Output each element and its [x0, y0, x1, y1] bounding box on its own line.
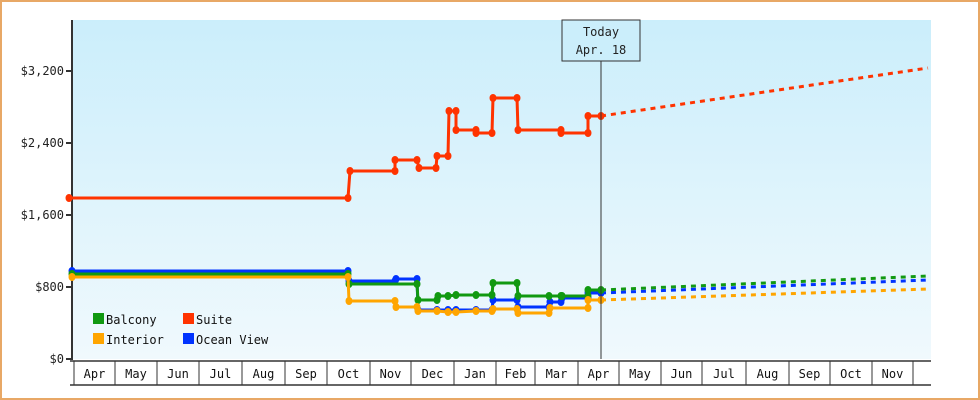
data-point[interactable] — [489, 279, 497, 287]
data-point[interactable] — [391, 156, 399, 164]
data-point[interactable] — [545, 292, 553, 300]
data-point[interactable] — [414, 296, 422, 304]
data-point[interactable] — [391, 167, 399, 175]
x-month-label: Nov — [882, 367, 904, 381]
y-tick-label: $1,600 — [21, 208, 64, 222]
data-point[interactable] — [558, 292, 566, 300]
y-tick-label: $800 — [35, 280, 64, 294]
x-month-label: Oct — [338, 367, 360, 381]
data-point[interactable] — [452, 308, 460, 316]
plot-area — [72, 20, 931, 359]
legend-swatch-icon — [183, 333, 194, 344]
data-point[interactable] — [584, 129, 592, 137]
data-point[interactable] — [489, 305, 497, 313]
legend-swatch-icon — [93, 333, 104, 344]
data-point[interactable] — [433, 152, 441, 160]
data-point[interactable] — [414, 307, 422, 315]
data-point[interactable] — [344, 273, 352, 281]
data-point[interactable] — [584, 286, 592, 294]
data-point[interactable] — [452, 291, 460, 299]
x-month-label: Mar — [546, 367, 568, 381]
data-point[interactable] — [514, 126, 522, 134]
x-month-label: Sep — [799, 367, 821, 381]
x-month-label: Oct — [840, 367, 862, 381]
data-point[interactable] — [445, 107, 453, 115]
legend-label[interactable]: Ocean View — [196, 333, 269, 347]
data-point[interactable] — [584, 296, 592, 304]
x-month-label: Apr — [588, 367, 610, 381]
y-axis: $0 $800 $1,600 $2,400 $3,200 — [21, 20, 73, 366]
data-point[interactable] — [345, 297, 353, 305]
data-point[interactable] — [444, 152, 452, 160]
data-point[interactable] — [392, 303, 400, 311]
data-point[interactable] — [488, 291, 496, 299]
data-point[interactable] — [489, 94, 497, 102]
data-point[interactable] — [415, 164, 423, 172]
data-point[interactable] — [514, 309, 522, 317]
data-point[interactable] — [444, 308, 452, 316]
x-month-label: Aug — [253, 367, 275, 381]
x-month-label: Jul — [210, 367, 232, 381]
today-marker: Today Apr. 18 — [561, 19, 641, 359]
data-point[interactable] — [513, 279, 521, 287]
data-point[interactable] — [432, 164, 440, 172]
data-point[interactable] — [68, 273, 76, 281]
x-month-label: Nov — [380, 367, 402, 381]
data-point[interactable] — [433, 307, 441, 315]
data-point[interactable] — [452, 126, 460, 134]
y-tick-label: $3,200 — [21, 64, 64, 78]
x-month-label: May — [125, 367, 147, 381]
projection-line-interior — [600, 287, 929, 302]
projection-line-ocean-view — [600, 278, 929, 295]
data-point[interactable] — [344, 194, 352, 202]
data-point[interactable] — [346, 167, 354, 175]
legend-swatch-icon — [93, 313, 104, 324]
data-point[interactable] — [392, 275, 400, 283]
legend: Balcony Suite Interior Ocean View — [93, 313, 269, 347]
x-month-label: Sep — [295, 367, 317, 381]
data-point[interactable] — [413, 280, 421, 288]
x-month-label: Dec — [422, 367, 444, 381]
today-label: Today — [583, 25, 619, 39]
x-month-label: Aug — [757, 367, 779, 381]
data-point[interactable] — [434, 292, 442, 300]
today-date: Apr. 18 — [576, 43, 627, 57]
x-month-label: Jan — [464, 367, 486, 381]
x-month-label: May — [629, 367, 651, 381]
x-month-label: Jul — [713, 367, 735, 381]
data-point[interactable] — [413, 156, 421, 164]
legend-swatch-icon — [183, 313, 194, 324]
data-point[interactable] — [472, 307, 480, 315]
data-point[interactable] — [472, 291, 480, 299]
data-point[interactable] — [584, 112, 592, 120]
data-point[interactable] — [444, 292, 452, 300]
projection-line-balcony — [600, 274, 929, 292]
y-tick-label: $2,400 — [21, 136, 64, 150]
data-point[interactable] — [452, 107, 460, 115]
data-point[interactable] — [557, 129, 565, 137]
y-tick-label: $0 — [50, 352, 64, 366]
x-month-label: Feb — [505, 367, 527, 381]
data-point[interactable] — [488, 129, 496, 137]
legend-label[interactable]: Suite — [196, 313, 232, 327]
x-month-label: Apr — [84, 367, 106, 381]
data-point[interactable] — [584, 304, 592, 312]
data-point[interactable] — [546, 298, 554, 306]
x-month-label: Jun — [167, 367, 189, 381]
data-point[interactable] — [513, 94, 521, 102]
x-month-label: Jun — [671, 367, 693, 381]
series-lines — [65, 66, 929, 317]
legend-label[interactable]: Interior — [106, 333, 164, 347]
data-point[interactable] — [514, 292, 522, 300]
x-axis: Apr May Jun Jul Aug Sep Oct Nov Dec Jan Feb Mar Apr M… — [70, 360, 931, 386]
data-point[interactable] — [65, 194, 73, 202]
data-point[interactable] — [546, 304, 554, 312]
data-point[interactable] — [391, 297, 399, 305]
data-point[interactable] — [472, 129, 480, 137]
legend-label[interactable]: Balcony — [106, 313, 157, 327]
